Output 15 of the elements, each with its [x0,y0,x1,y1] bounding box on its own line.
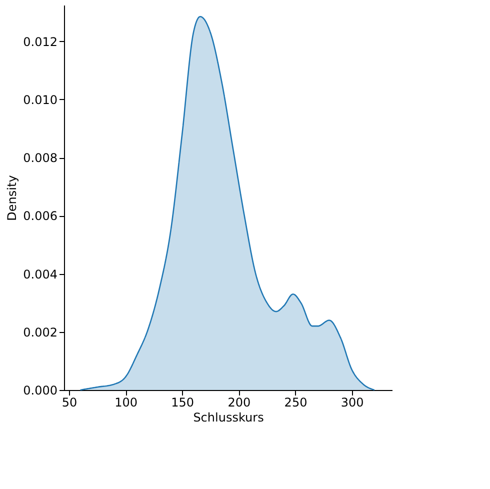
y-tick-label: 0.012 [23,34,58,49]
x-axis-title: Schlusskurs [193,410,264,424]
y-tick-label: 0.000 [23,384,58,398]
y-tick-label: 0.002 [23,325,58,340]
y-axis-title: Density [5,175,20,221]
x-tick-label: 300 [340,396,364,410]
y-tick-label: 0.004 [23,267,58,282]
x-tick-label: 50 [62,396,78,410]
x-tick-label: 150 [171,396,194,410]
y-tick-label: 0.010 [23,92,58,107]
y-tick-label: 0.006 [23,209,58,224]
y-tick-label: 0.008 [23,151,58,166]
x-tick-label: 100 [114,396,138,410]
x-tick-label: 200 [228,396,251,410]
x-tick-label: 250 [284,396,308,410]
